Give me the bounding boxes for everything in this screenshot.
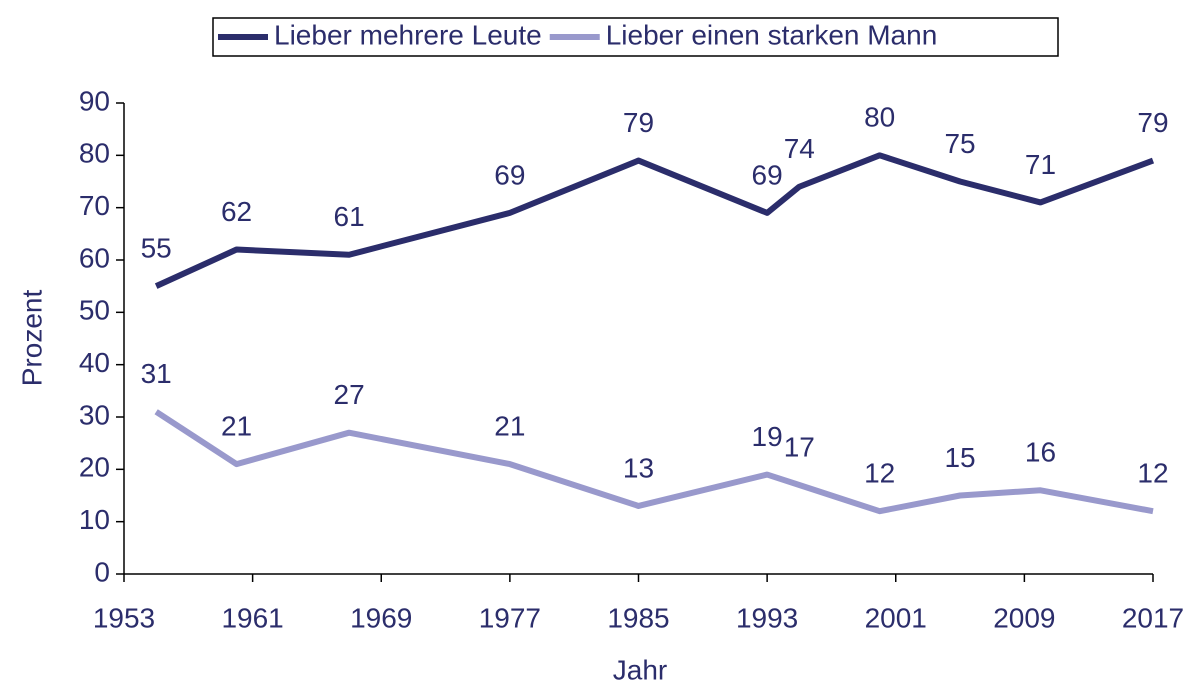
- x-tick-label: 2009: [993, 602, 1055, 633]
- y-tick-label: 0: [94, 556, 110, 587]
- data-label: 75: [944, 128, 975, 159]
- y-tick-label: 60: [79, 242, 110, 273]
- y-tick-label: 10: [79, 504, 110, 535]
- data-label: 16: [1025, 437, 1056, 468]
- data-label: 21: [494, 410, 525, 441]
- data-label: 19: [752, 421, 783, 452]
- data-label: 21: [221, 410, 252, 441]
- data-label: 13: [623, 452, 654, 483]
- x-tick-label: 1969: [350, 602, 412, 633]
- data-label: 12: [864, 458, 895, 489]
- x-tick-label: 2017: [1122, 602, 1184, 633]
- legend-box: [212, 17, 1059, 57]
- y-tick-label: 90: [79, 85, 110, 116]
- y-tick-label: 40: [79, 347, 110, 378]
- x-tick-label: 2001: [865, 602, 927, 633]
- data-label: 69: [752, 159, 783, 190]
- data-label: 71: [1025, 149, 1056, 180]
- legend-label: Lieber mehrere Leute: [274, 19, 542, 50]
- data-label: 27: [334, 379, 365, 410]
- series-line: [154, 152, 1155, 289]
- x-tick-label: 1961: [221, 602, 283, 633]
- legend-label: Lieber einen starken Mann: [606, 19, 938, 50]
- data-label: 80: [864, 102, 895, 133]
- x-axis-label: Jahr: [613, 654, 667, 685]
- data-label: 62: [221, 196, 252, 227]
- data-label: 74: [784, 133, 815, 164]
- data-label: 12: [1137, 458, 1168, 489]
- y-tick-label: 70: [79, 190, 110, 221]
- data-label: 61: [334, 201, 365, 232]
- x-tick-label: 1985: [607, 602, 669, 633]
- data-label: 31: [141, 358, 172, 389]
- data-label: 79: [1137, 107, 1168, 138]
- series-line: [154, 409, 1154, 515]
- x-tick-label: 1993: [736, 602, 798, 633]
- y-tick-label: 80: [79, 138, 110, 169]
- y-tick-label: 50: [79, 295, 110, 326]
- data-label: 55: [141, 233, 172, 264]
- x-tick-label: 1977: [479, 602, 541, 633]
- data-label: 15: [944, 442, 975, 473]
- y-axis-label: Prozent: [16, 290, 47, 387]
- y-tick-label: 20: [79, 452, 110, 483]
- y-tick-label: 30: [79, 399, 110, 430]
- x-tick-label: 1953: [93, 602, 155, 633]
- data-label: 69: [494, 159, 525, 190]
- data-label: 17: [784, 431, 815, 462]
- data-label: 79: [623, 107, 654, 138]
